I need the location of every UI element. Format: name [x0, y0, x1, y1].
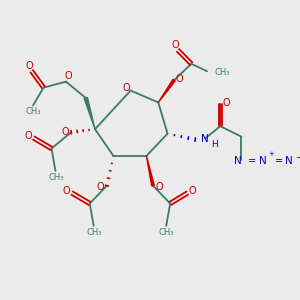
- Text: O: O: [25, 131, 32, 141]
- Text: O: O: [123, 82, 130, 93]
- Text: O: O: [63, 186, 70, 196]
- Text: CH₃: CH₃: [26, 107, 41, 116]
- Text: O: O: [25, 61, 33, 71]
- Text: CH₃: CH₃: [214, 68, 230, 77]
- Text: CH₃: CH₃: [48, 173, 64, 182]
- Text: N: N: [259, 156, 267, 166]
- Text: +: +: [269, 152, 274, 158]
- Polygon shape: [146, 156, 154, 186]
- Text: O: O: [156, 182, 164, 192]
- Text: −: −: [295, 152, 300, 161]
- Text: N: N: [201, 134, 209, 144]
- Text: O: O: [64, 71, 72, 81]
- Text: CH₃: CH₃: [159, 228, 175, 237]
- Text: O: O: [62, 127, 69, 136]
- Text: CH₃: CH₃: [86, 228, 102, 237]
- Text: O: O: [222, 98, 230, 108]
- Text: =: =: [248, 156, 256, 166]
- Text: N: N: [233, 156, 241, 166]
- Polygon shape: [158, 79, 175, 102]
- Text: H: H: [211, 140, 218, 149]
- Text: O: O: [175, 74, 183, 84]
- Text: O: O: [97, 182, 104, 192]
- Text: O: O: [172, 40, 179, 50]
- Polygon shape: [84, 98, 95, 129]
- Text: O: O: [189, 186, 196, 196]
- Text: =: =: [275, 156, 283, 166]
- Text: N: N: [286, 156, 293, 166]
